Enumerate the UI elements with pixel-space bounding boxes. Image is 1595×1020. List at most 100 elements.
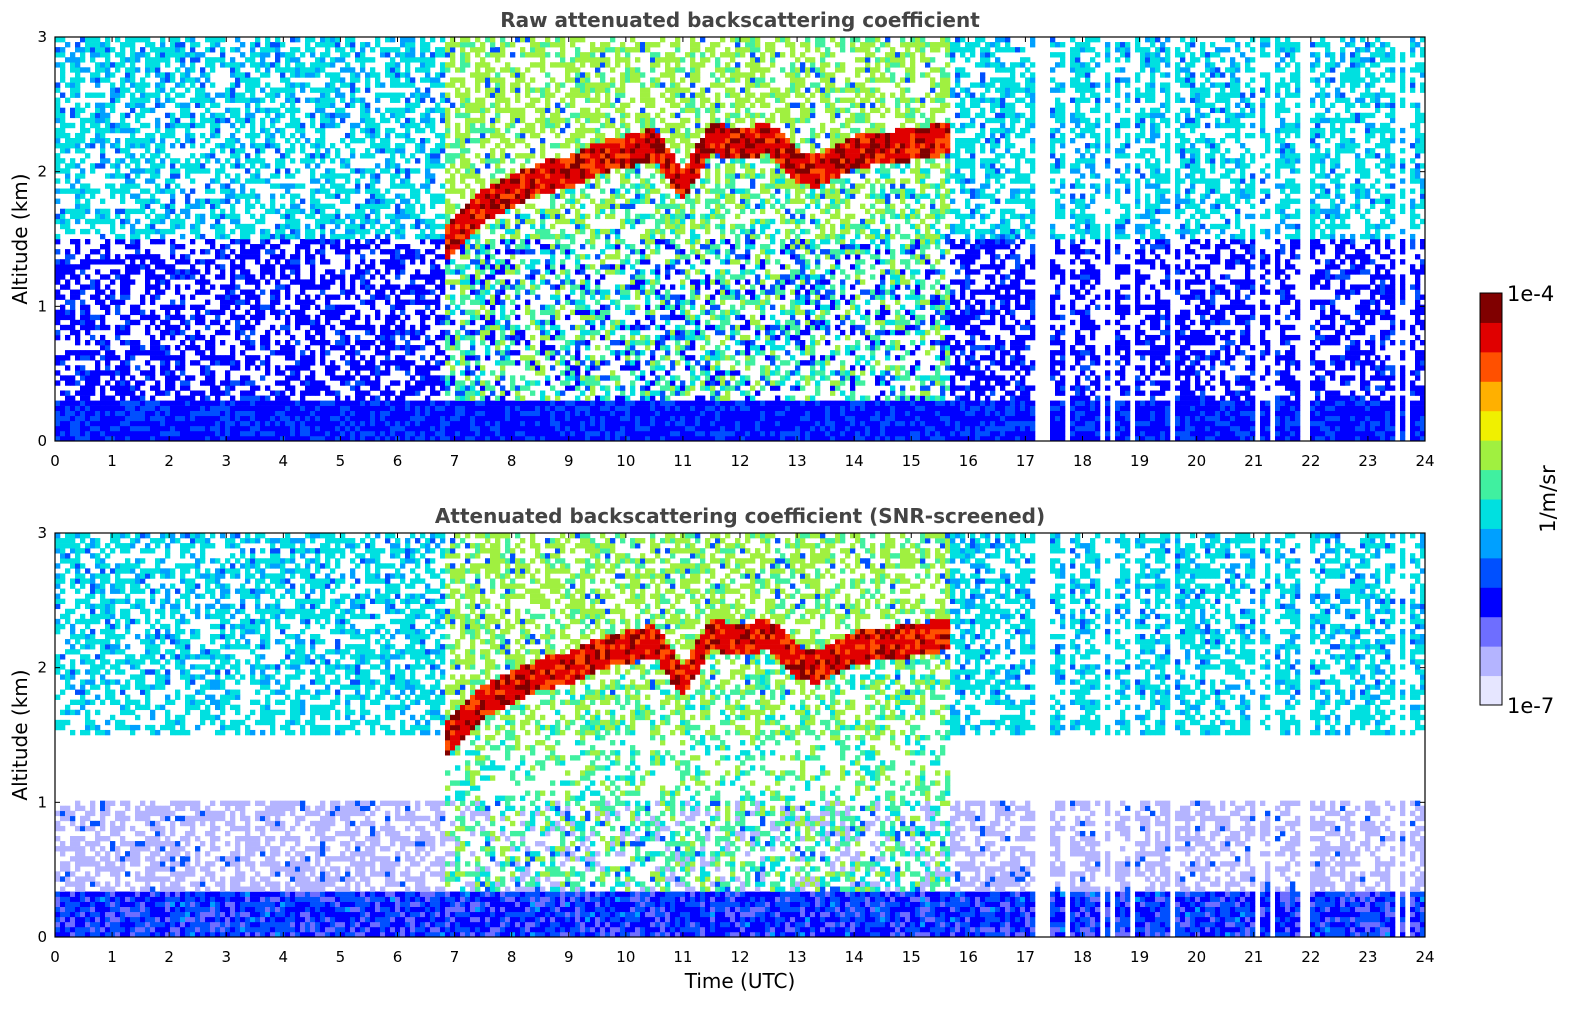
heat-cell: [205, 345, 210, 350]
heat-cell: [55, 178, 60, 183]
heat-cell: [245, 274, 250, 279]
heat-cell: [70, 426, 75, 431]
heat-cell: [75, 108, 80, 113]
heat-cell: [75, 320, 80, 325]
heat-cell: [135, 209, 140, 214]
heat-cell: [130, 264, 135, 269]
heat-cell: [100, 128, 105, 133]
heat-cell: [190, 305, 195, 310]
heat-cell: [140, 401, 145, 406]
heat-cell: [115, 254, 120, 259]
heat-cell: [65, 42, 70, 47]
heat-cell: [160, 330, 165, 335]
heat-cell: [225, 320, 230, 325]
heat-cell: [90, 113, 95, 118]
heat-cell: [60, 37, 65, 42]
heat-cell: [75, 77, 80, 82]
heat-cell: [180, 82, 185, 87]
heat-cell: [215, 204, 220, 209]
heat-cell: [165, 305, 170, 310]
heat-cell: [65, 355, 70, 360]
heat-cell: [255, 406, 260, 411]
heat-cell: [80, 320, 85, 325]
heat-cell: [55, 62, 60, 67]
heat-cell: [75, 249, 80, 254]
heat-cell: [65, 224, 70, 229]
heat-cell: [210, 189, 215, 194]
heat-cell: [235, 219, 240, 224]
heat-cell: [135, 416, 140, 421]
heat-cell: [215, 416, 220, 421]
heat-cell: [175, 214, 180, 219]
heat-cell: [155, 325, 160, 330]
heat-cell: [215, 133, 220, 138]
heat-cell: [195, 57, 200, 62]
heat-cell: [190, 138, 195, 143]
heat-cell: [55, 214, 60, 219]
heat-cell: [250, 113, 255, 118]
heat-cell: [230, 345, 235, 350]
heat-cell: [140, 426, 145, 431]
heat-cell: [220, 295, 225, 300]
heat-cell: [95, 133, 100, 138]
heat-cell: [145, 360, 150, 365]
heat-cell: [115, 128, 120, 133]
heat-cell: [140, 431, 145, 436]
heat-cell: [155, 406, 160, 411]
heat-cell: [230, 411, 235, 416]
heat-cell: [125, 284, 130, 289]
heat-cell: [170, 249, 175, 254]
heat-cell: [160, 411, 165, 416]
heat-cell: [215, 385, 220, 390]
heat-cell: [245, 82, 250, 87]
heat-cell: [120, 173, 125, 178]
heat-cell: [110, 183, 115, 188]
heat-cell: [145, 199, 150, 204]
heat-cell: [110, 62, 115, 67]
heat-cell: [245, 224, 250, 229]
heat-cell: [130, 375, 135, 380]
heat-cell: [90, 77, 95, 82]
heat-cell: [75, 340, 80, 345]
heat-cell: [65, 365, 70, 370]
heat-cell: [65, 57, 70, 62]
heat-cell: [60, 224, 65, 229]
heat-cell: [145, 249, 150, 254]
heat-cell: [200, 113, 205, 118]
heat-cell: [195, 416, 200, 421]
heat-cell: [135, 158, 140, 163]
heat-cell: [120, 401, 125, 406]
heat-cell: [255, 401, 260, 406]
heat-cell: [205, 57, 210, 62]
heat-cell: [145, 234, 150, 239]
heat-cell: [165, 360, 170, 365]
heat-cell: [185, 411, 190, 416]
heat-cell: [85, 406, 90, 411]
heat-cell: [65, 269, 70, 274]
heat-cell: [110, 421, 115, 426]
heat-cell: [70, 290, 75, 295]
heat-cell: [140, 391, 145, 396]
heat-cell: [140, 47, 145, 52]
heat-cell: [175, 47, 180, 52]
heat-cell: [210, 406, 215, 411]
heat-cell: [75, 189, 80, 194]
heat-cell: [150, 194, 155, 199]
heat-cell: [235, 214, 240, 219]
heat-cell: [90, 325, 95, 330]
heat-cell: [220, 118, 225, 123]
heat-cell: [180, 411, 185, 416]
heat-cell: [135, 431, 140, 436]
heat-cell: [85, 305, 90, 310]
heat-cell: [95, 315, 100, 320]
heat-cell: [125, 406, 130, 411]
heat-cell: [220, 411, 225, 416]
heat-cell: [175, 365, 180, 370]
heat-cell: [60, 360, 65, 365]
heat-cell: [230, 194, 235, 199]
heat-cell: [195, 234, 200, 239]
heat-cell: [235, 320, 240, 325]
heat-cell: [80, 118, 85, 123]
heat-cell: [200, 355, 205, 360]
heat-cell: [220, 274, 225, 279]
